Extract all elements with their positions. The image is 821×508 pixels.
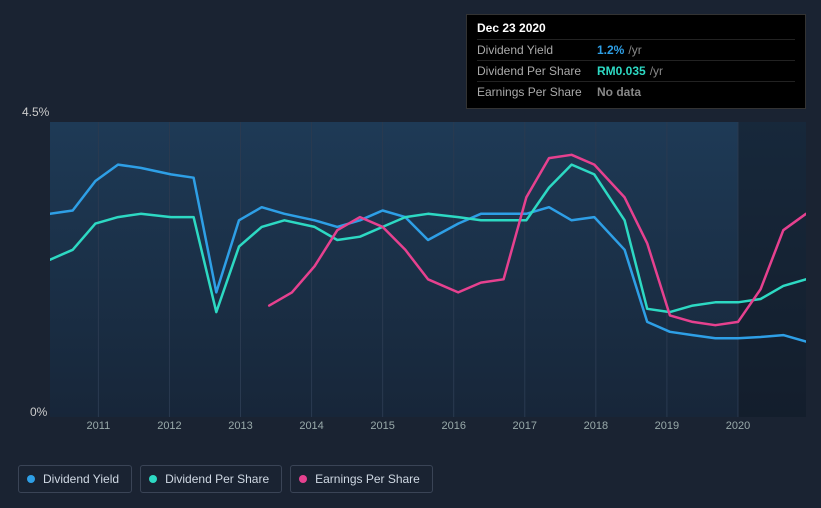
x-tick-label: 2014 [299,420,323,432]
legend-item-earnings-per-share[interactable]: Earnings Per Share [290,465,433,493]
legend-label: Dividend Yield [43,472,119,486]
legend-dot-icon [27,475,35,483]
x-tick-label: 2019 [655,420,679,432]
chart-area: 4.5% 0% Past 201120122013201420152016201… [18,100,808,455]
x-tick-label: 2016 [441,420,465,432]
legend-dot-icon [149,475,157,483]
legend-item-dividend-per-share[interactable]: Dividend Per Share [140,465,282,493]
tooltip-row: Dividend Yield 1.2% /yr [477,39,795,60]
legend: Dividend Yield Dividend Per Share Earnin… [18,465,433,493]
tooltip-value: 1.2% [597,43,624,57]
tooltip-label: Dividend Per Share [477,64,597,78]
x-tick-label: 2018 [584,420,608,432]
x-tick-label: 2020 [726,420,750,432]
x-tick-label: 2011 [87,420,111,432]
legend-label: Dividend Per Share [165,472,269,486]
legend-item-dividend-yield[interactable]: Dividend Yield [18,465,132,493]
legend-label: Earnings Per Share [315,472,420,486]
x-tick-label: 2013 [228,420,252,432]
plot-background [50,122,806,417]
y-axis-max-label: 4.5% [22,105,49,119]
tooltip-date: Dec 23 2020 [477,21,795,35]
legend-dot-icon [299,475,307,483]
tooltip-unit: /yr [650,64,663,78]
tooltip-unit: /yr [628,43,641,57]
chart-plot[interactable] [50,122,806,417]
chart-tooltip: Dec 23 2020 Dividend Yield 1.2% /yr Divi… [466,14,806,109]
tooltip-value: RM0.035 [597,64,646,78]
tooltip-label: Dividend Yield [477,43,597,57]
x-tick-label: 2012 [157,420,181,432]
x-axis: 2011 2012 2013 2014 2015 2016 2017 2018 2019 2020 [50,420,806,440]
tooltip-row: Earnings Per Share No data [477,81,795,102]
x-tick-label: 2017 [513,420,537,432]
tooltip-label: Earnings Per Share [477,85,597,99]
tooltip-value: No data [597,85,641,99]
tooltip-row: Dividend Per Share RM0.035 /yr [477,60,795,81]
y-axis-min-label: 0% [30,405,47,419]
x-tick-label: 2015 [370,420,394,432]
past-shade [738,122,806,417]
